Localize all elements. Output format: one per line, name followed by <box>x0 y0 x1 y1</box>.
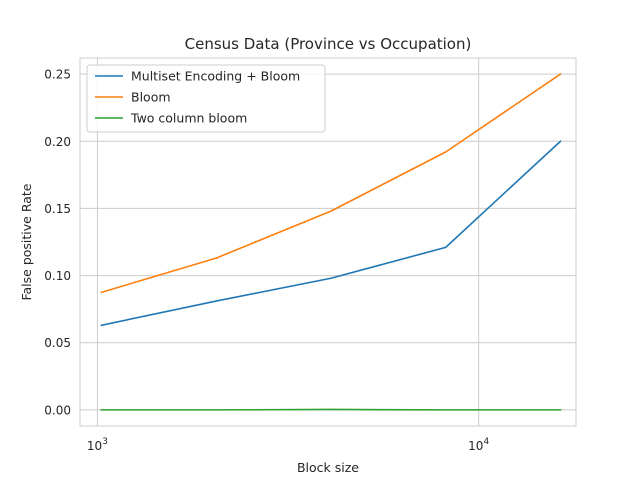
x-tick-base: 10 <box>87 439 102 453</box>
legend-label: Multiset Encoding + Bloom <box>131 69 300 84</box>
y-tick-label: 0.00 <box>44 403 71 417</box>
y-tick-label: 0.25 <box>44 68 71 82</box>
x-tick-labels: 103 104 <box>87 437 490 453</box>
plot-frame <box>79 57 577 427</box>
x-tick-base: 10 <box>468 439 483 453</box>
legend-box <box>86 64 326 133</box>
x-tick-exponent: 3 <box>102 437 108 447</box>
series-line <box>100 140 562 327</box>
y-axis-label: False positive Rate <box>19 183 34 300</box>
x-tick-exponent: 4 <box>483 437 489 447</box>
series-lines <box>100 73 562 411</box>
legend-label: Two column bloom <box>130 111 247 126</box>
x-tick-label: 103 <box>87 437 108 453</box>
y-tick-label: 0.20 <box>44 135 71 149</box>
y-tick-labels: 0.00 0.05 0.10 0.15 0.20 0.25 <box>44 68 71 418</box>
y-tick-label: 0.10 <box>44 269 71 283</box>
chart-title: Census Data (Province vs Occupation) <box>185 35 472 53</box>
series-line <box>100 73 562 294</box>
legend-label: Bloom <box>131 90 171 105</box>
y-tick-label: 0.15 <box>44 202 71 216</box>
legend: Multiset Encoding + Bloom Bloom Two column… <box>86 64 326 133</box>
x-axis-label: Block size <box>297 460 359 475</box>
x-tick-label: 104 <box>468 437 489 453</box>
y-tick-label: 0.05 <box>44 336 71 350</box>
